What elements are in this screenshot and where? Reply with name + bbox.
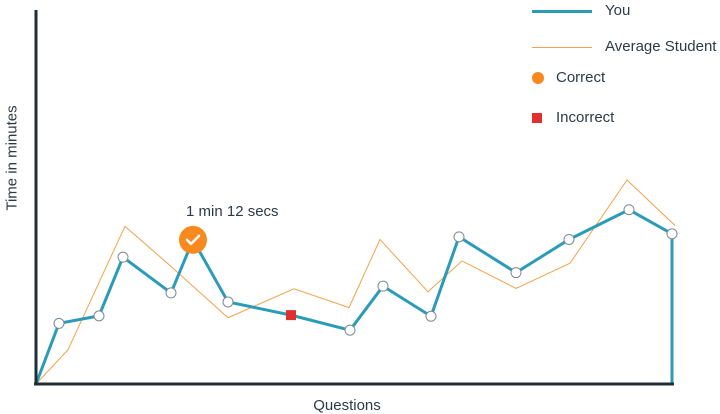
axes — [34, 10, 674, 386]
legend-incorrect-label: Incorrect — [556, 109, 615, 126]
chart-legend: You Average Student Correct Incorrect — [520, 0, 720, 140]
data-point — [666, 228, 678, 240]
data-point — [425, 310, 437, 322]
legend-item-incorrect: Incorrect — [520, 109, 720, 129]
check-icon — [185, 234, 201, 246]
legend-correct-dot — [532, 72, 544, 84]
legend-average-label: Average Student — [605, 38, 717, 55]
data-point — [623, 204, 635, 216]
legend-item-you: You — [520, 2, 720, 22]
x-axis-label: Questions — [313, 397, 381, 414]
legend-you-line — [532, 10, 592, 13]
data-point — [222, 296, 234, 308]
data-point — [165, 287, 177, 299]
average-series — [35, 179, 676, 385]
data-point — [344, 324, 356, 336]
data-point — [453, 231, 465, 243]
data-point — [53, 317, 65, 329]
data-point — [93, 310, 105, 322]
incorrect-marker — [286, 310, 296, 321]
average-line — [35, 179, 676, 385]
data-point — [117, 251, 129, 263]
you-markers — [53, 204, 678, 336]
legend-correct-label: Correct — [556, 69, 606, 86]
data-point — [510, 267, 522, 279]
y-axis-label: Time in minutes — [3, 105, 21, 211]
correct-marker — [179, 225, 207, 254]
tooltip-text: 1 min 12 secs — [186, 203, 279, 220]
legend-you-label: You — [605, 2, 631, 19]
legend-incorrect-square — [532, 113, 542, 123]
data-point — [377, 280, 389, 292]
legend-item-correct: Correct — [520, 69, 720, 89]
data-point — [563, 233, 575, 245]
legend-item-average: Average Student — [520, 38, 720, 58]
legend-average-line — [532, 47, 592, 48]
